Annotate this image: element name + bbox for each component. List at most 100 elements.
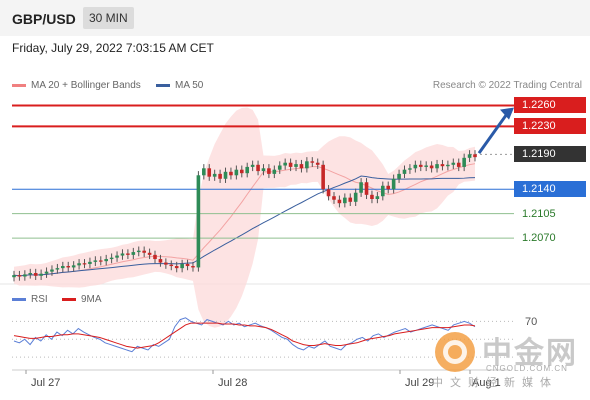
bollinger-band [14, 107, 475, 328]
legend-label-ma50: MA 50 [175, 80, 204, 91]
candle [402, 165, 407, 179]
candle [413, 160, 418, 173]
candle [435, 159, 439, 173]
candle [288, 158, 293, 172]
candle [23, 270, 27, 281]
candle [408, 164, 412, 174]
candle [17, 270, 22, 281]
candle [446, 160, 450, 171]
candle [104, 254, 108, 266]
candle [353, 188, 358, 206]
candle [267, 164, 271, 179]
candle [202, 164, 206, 180]
watermark-sub: 中文财经新媒体 [432, 376, 558, 389]
candle [196, 171, 201, 272]
candle [467, 150, 472, 163]
candle [218, 169, 222, 183]
forecast-arrow-shaft [477, 111, 510, 155]
timestamp: Friday, July 29, 2022 7:03:15 AM CET [12, 41, 214, 55]
candle [462, 153, 466, 172]
candle [348, 193, 353, 206]
candle [164, 258, 168, 269]
watermark: 中金网 CNGOLD.COM.CN 中文财经新媒体 [430, 328, 590, 389]
candle [337, 195, 342, 208]
level-label-0: 1.2260 [514, 97, 586, 114]
candle [142, 246, 146, 257]
candle [234, 165, 239, 180]
candle [473, 150, 477, 162]
candle [33, 268, 38, 280]
level-label-1: 1.2230 [514, 118, 586, 135]
candle [44, 267, 49, 278]
x-label-jul29: Jul 29 [405, 377, 435, 389]
watermark-cn: 中金网 [482, 336, 578, 371]
candle [212, 169, 217, 181]
candle [136, 246, 141, 257]
timeframe-button[interactable]: 30 MIN [83, 7, 134, 29]
forecast-arrow-head [500, 107, 514, 120]
candle [440, 159, 445, 171]
candle [61, 261, 65, 273]
candle [250, 160, 255, 172]
level-label-3: 1.2140 [514, 181, 586, 198]
legend-swatch-ma20 [12, 83, 26, 87]
legend-label-9ma: 9MA [81, 294, 102, 305]
top-bar: GBP/USD 30 MIN [0, 0, 590, 36]
candle [66, 261, 71, 272]
candle [375, 192, 380, 204]
candle [88, 257, 92, 269]
candle [299, 159, 304, 173]
candle [451, 158, 456, 169]
candle [120, 249, 125, 260]
candle [370, 190, 374, 204]
candle [185, 259, 190, 271]
legend-swatch-rsi [12, 297, 26, 301]
candle [207, 164, 212, 181]
x-label-jul28: Jul 28 [218, 377, 248, 389]
rsi-ma-line [13, 322, 476, 349]
candle [229, 167, 233, 180]
legend-swatch-ma50 [156, 83, 170, 87]
candle [381, 181, 385, 201]
symbol-label: GBP/USD [12, 11, 76, 27]
candle [294, 159, 298, 172]
candle [147, 248, 152, 260]
candle [456, 158, 461, 172]
ma20-line [13, 163, 476, 277]
candle [12, 270, 16, 282]
candle [321, 160, 325, 194]
candle [418, 160, 423, 172]
candle [386, 181, 391, 194]
candle [153, 250, 157, 264]
legend-swatch-9ma [62, 297, 76, 301]
candle [169, 260, 174, 271]
candle [77, 259, 81, 270]
candle [277, 161, 282, 174]
candle [98, 256, 103, 266]
legend-9ma: 9MA [62, 294, 102, 305]
x-label-aug1: Aug 1 [472, 377, 501, 389]
rsi-level-label: 70 [525, 316, 538, 328]
candle [191, 261, 195, 272]
candle [71, 261, 76, 272]
legend-label-rsi: RSI [31, 294, 48, 305]
candle [272, 165, 277, 179]
candle [245, 162, 250, 178]
candle [50, 265, 54, 276]
candle [131, 247, 136, 260]
candle [109, 253, 114, 264]
candle [359, 178, 363, 197]
candle [174, 261, 179, 273]
candle [39, 269, 43, 280]
candle [261, 164, 266, 176]
legend-label-ma20: MA 20 + Bollinger Bands [31, 80, 141, 91]
credit-text: Research © 2022 Trading Central [432, 80, 582, 91]
watermark-logo-icon [435, 332, 475, 372]
candle [93, 256, 98, 267]
candle [239, 165, 244, 178]
candle [343, 193, 347, 208]
legend-rsi: RSI [12, 294, 48, 305]
candle [180, 259, 184, 273]
level-label-4: 1.2105 [522, 207, 556, 220]
